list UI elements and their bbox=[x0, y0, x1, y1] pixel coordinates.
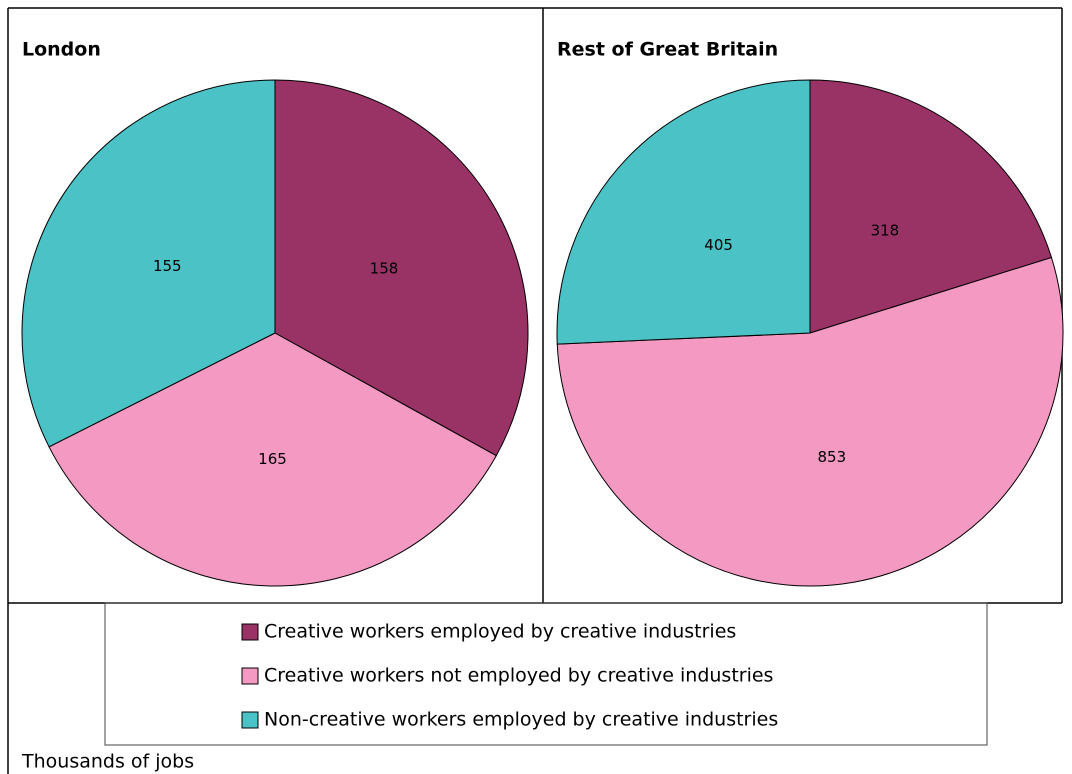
data-label: 853 bbox=[818, 448, 847, 466]
legend-label: Creative workers not employed by creativ… bbox=[264, 665, 773, 687]
pie-slice bbox=[274, 79, 529, 457]
legend-label: Non-creative workers employed by creativ… bbox=[264, 709, 778, 731]
legend-swatch bbox=[241, 623, 259, 641]
legend-swatch bbox=[241, 667, 259, 685]
data-label: 158 bbox=[370, 259, 399, 277]
legend-label: Creative workers employed by creative in… bbox=[264, 621, 736, 643]
legend-swatch bbox=[241, 711, 259, 729]
chart-title: Rest of Great Britain bbox=[557, 39, 778, 61]
pie-slice bbox=[48, 332, 497, 587]
data-label: 405 bbox=[704, 236, 733, 254]
data-label: 165 bbox=[258, 450, 287, 468]
pie-slice bbox=[556, 256, 1064, 587]
frame bbox=[7, 7, 1063, 774]
chart-title: London bbox=[22, 39, 101, 61]
pie-slice bbox=[809, 79, 1053, 334]
pie-slice bbox=[556, 79, 811, 345]
data-label: 318 bbox=[871, 222, 900, 240]
pie-slice bbox=[21, 79, 276, 448]
data-label: 155 bbox=[153, 257, 182, 275]
note: Thousands of jobs bbox=[21, 751, 194, 773]
